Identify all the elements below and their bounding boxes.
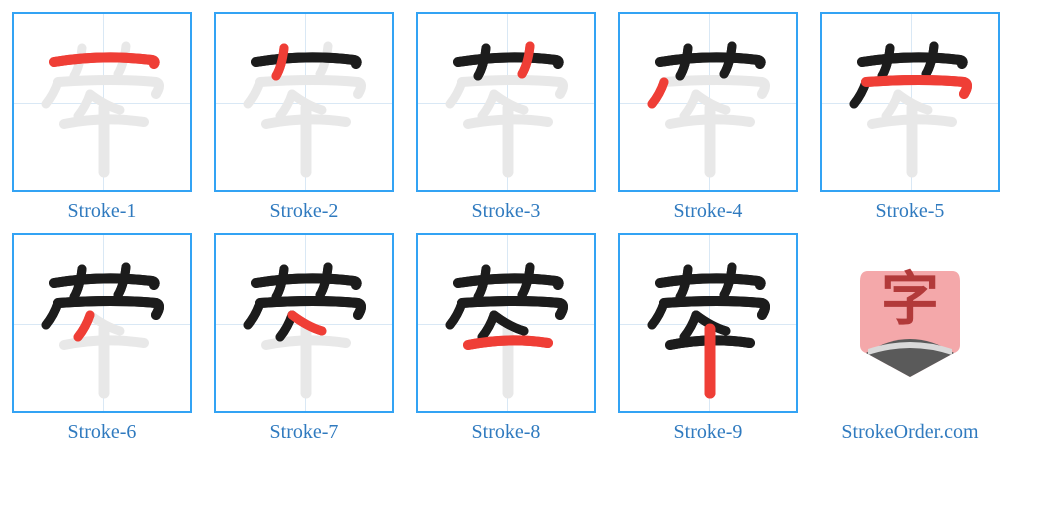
stroke-cell: Stroke-4	[618, 12, 798, 223]
stroke-label: Stroke-4	[674, 200, 743, 223]
stroke-tile-5[interactable]	[820, 12, 1000, 192]
grid-row: Stroke-1 Stroke-2 Stroke-3 Stroke-4 Stroke-5	[12, 12, 1038, 223]
stroke-order-grid: Stroke-1 Stroke-2 Stroke-3 Stroke-4 Stroke-5…	[12, 12, 1038, 444]
stroke-label: Stroke-5	[876, 200, 945, 223]
stroke-tile-3[interactable]	[416, 12, 596, 192]
stroke-label: Stroke-9	[674, 421, 743, 444]
stroke-label: Stroke-7	[270, 421, 339, 444]
stroke-cell: Stroke-3	[416, 12, 596, 223]
stroke-tile-9[interactable]	[618, 233, 798, 413]
stroke-cell: Stroke-9	[618, 233, 798, 444]
brand-cell: 字 StrokeOrder.com	[820, 233, 1000, 444]
stroke-cell: Stroke-1	[12, 12, 192, 223]
stroke-label: Stroke-1	[68, 200, 137, 223]
stroke-label: Stroke-2	[270, 200, 339, 223]
stroke-cell: Stroke-6	[12, 233, 192, 444]
stroke-label: Stroke-3	[472, 200, 541, 223]
svg-text:字: 字	[881, 267, 939, 332]
stroke-tile-2[interactable]	[214, 12, 394, 192]
stroke-tile-7[interactable]	[214, 233, 394, 413]
stroke-cell: Stroke-7	[214, 233, 394, 444]
stroke-cell: Stroke-8	[416, 233, 596, 444]
stroke-tile-8[interactable]	[416, 233, 596, 413]
brand-label[interactable]: StrokeOrder.com	[841, 421, 978, 444]
stroke-tile-4[interactable]	[618, 12, 798, 192]
stroke-cell: Stroke-2	[214, 12, 394, 223]
stroke-label: Stroke-8	[472, 421, 541, 444]
stroke-cell: Stroke-5	[820, 12, 1000, 223]
stroke-tile-1[interactable]	[12, 12, 192, 192]
stroke-label: Stroke-6	[68, 421, 137, 444]
brand-logo[interactable]: 字	[820, 233, 1000, 413]
grid-row: Stroke-6 Stroke-7 Stroke-8 Stroke-9 字 Strok…	[12, 233, 1038, 444]
stroke-tile-6[interactable]	[12, 233, 192, 413]
